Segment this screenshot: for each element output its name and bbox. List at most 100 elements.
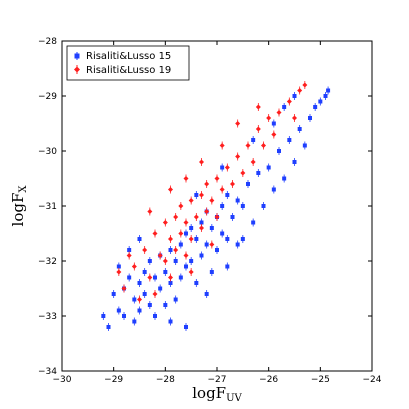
data-point <box>147 303 152 307</box>
data-point <box>225 237 230 241</box>
x-tick-label: −24 <box>363 375 382 385</box>
data-point <box>168 275 173 280</box>
data-point <box>189 226 194 230</box>
data-point <box>204 292 209 296</box>
data-point <box>158 286 163 291</box>
data-point <box>209 226 214 230</box>
data-point <box>194 193 199 197</box>
data-point <box>302 143 307 148</box>
data-point <box>116 308 121 313</box>
y-axis-label-sub: X <box>18 185 29 193</box>
y-tick-label: −33 <box>38 312 57 322</box>
data-point <box>178 275 183 280</box>
data-point <box>225 264 230 269</box>
data-point <box>271 121 276 126</box>
data-point <box>173 247 179 253</box>
data-point <box>153 275 157 280</box>
y-axis-label-main: logF <box>9 193 27 227</box>
data-point <box>173 259 178 263</box>
data-point <box>240 237 245 241</box>
x-tick-label: −29 <box>104 375 123 385</box>
data-point <box>215 248 219 252</box>
data-point <box>199 220 204 225</box>
data-point <box>219 143 225 148</box>
y-tick-label: −30 <box>38 147 57 157</box>
x-tick-label: −26 <box>259 375 278 385</box>
data-point <box>147 209 153 214</box>
data-point <box>209 198 215 203</box>
data-point <box>282 105 287 109</box>
data-point <box>183 253 189 258</box>
x-tick-label: −30 <box>53 375 72 385</box>
data-point <box>287 138 292 142</box>
x-tick-label: −28 <box>156 375 175 385</box>
data-point <box>261 204 266 208</box>
data-point <box>276 110 282 115</box>
series-1 <box>116 81 308 304</box>
x-tick-label: −27 <box>208 375 227 385</box>
data-point <box>225 193 230 197</box>
y-tick-label: −29 <box>38 92 57 102</box>
data-point <box>183 176 189 181</box>
data-point <box>292 94 297 98</box>
data-point <box>255 126 261 132</box>
data-point <box>199 253 204 258</box>
data-point <box>204 181 210 187</box>
data-point <box>132 297 137 302</box>
data-point <box>178 203 184 209</box>
data-point <box>142 247 148 253</box>
data-point <box>122 314 126 318</box>
data-point <box>214 176 220 181</box>
data-point <box>313 105 318 109</box>
data-point <box>204 209 210 214</box>
data-point <box>106 325 111 329</box>
data-point <box>323 94 328 98</box>
data-point <box>173 297 178 302</box>
data-point <box>326 88 331 93</box>
data-point <box>251 138 256 142</box>
data-point <box>251 220 256 225</box>
data-point <box>240 204 245 208</box>
data-point <box>318 99 323 104</box>
data-point <box>224 165 230 170</box>
data-point <box>126 253 132 258</box>
data-point <box>220 231 225 236</box>
data-point <box>297 88 303 93</box>
data-point <box>163 270 168 274</box>
data-point <box>292 115 297 121</box>
data-point <box>163 303 168 307</box>
data-point <box>157 253 163 258</box>
data-point <box>230 215 235 219</box>
data-point <box>199 159 204 165</box>
data-point <box>261 143 266 148</box>
y-axis-label: logFX <box>9 185 29 227</box>
data-point <box>297 127 302 131</box>
data-point <box>230 181 235 187</box>
data-point <box>162 220 168 225</box>
data-point <box>152 291 158 297</box>
data-point <box>184 231 188 236</box>
data-point <box>271 187 276 192</box>
data-point <box>188 198 194 203</box>
y-tick-label: −34 <box>38 367 57 377</box>
data-point <box>152 231 158 236</box>
data-point <box>183 220 189 225</box>
data-point <box>292 160 297 164</box>
data-point <box>168 319 173 324</box>
data-point <box>178 231 184 236</box>
data-point <box>266 165 271 170</box>
data-point <box>137 281 142 285</box>
data-point <box>199 192 204 198</box>
data-point <box>111 292 116 296</box>
data-point <box>302 82 308 88</box>
data-point <box>131 264 137 269</box>
data-point <box>194 281 199 285</box>
data-point <box>286 99 292 104</box>
data-point <box>142 292 147 296</box>
plot-area <box>61 40 373 372</box>
x-tick-label: −25 <box>311 375 330 385</box>
y-tick-label: −28 <box>38 37 57 47</box>
data-point <box>168 236 173 242</box>
legend-label-rl19: Risaliti&Lusso 19 <box>86 65 171 76</box>
data-point <box>256 171 261 175</box>
